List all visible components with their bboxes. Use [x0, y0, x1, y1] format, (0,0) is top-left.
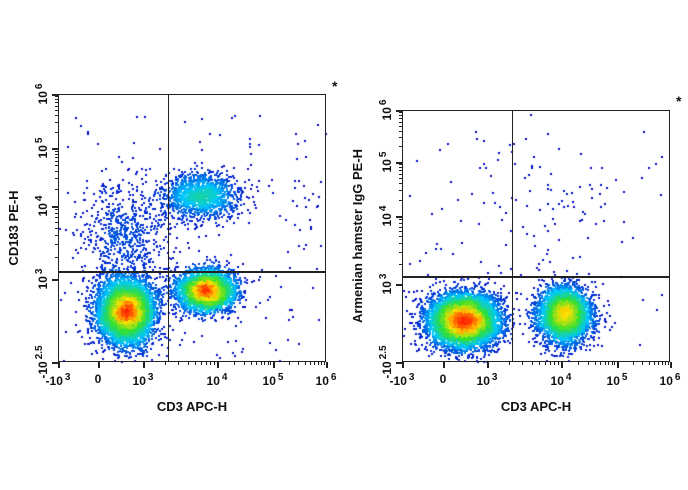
y-minor-tick: [399, 236, 402, 238]
y-tick-label: 105: [378, 152, 394, 173]
x-minor-tick: [642, 362, 644, 365]
tick-base: 10: [476, 374, 490, 388]
x-major-tick: [402, 362, 404, 368]
y-minor-tick: [399, 130, 402, 132]
y-minor-tick: [399, 173, 402, 175]
tick-exponent: 2.5: [378, 345, 389, 360]
x-major-tick: [617, 362, 619, 368]
x-minor-tick: [658, 362, 660, 365]
y-major-tick: [396, 216, 402, 218]
x-minor-tick: [648, 362, 650, 365]
y-tick-label: 104: [378, 206, 394, 227]
y-minor-tick: [399, 121, 402, 123]
tick-exponent: 6: [378, 99, 389, 106]
plot-frame: [402, 110, 670, 362]
y-major-tick: [396, 362, 402, 364]
tick-base: 10: [550, 374, 564, 388]
x-minor-tick: [611, 362, 613, 365]
tick-exponent: 4: [378, 205, 389, 212]
y-tick-label: -102.5: [378, 345, 394, 378]
y-minor-tick: [399, 125, 402, 127]
y-minor-tick: [399, 190, 402, 192]
y-minor-tick: [399, 243, 402, 245]
tick-exponent: 3: [378, 273, 389, 280]
y-minor-tick: [399, 118, 402, 120]
y-minor-tick: [399, 167, 402, 169]
y-minor-tick: [399, 183, 402, 185]
x-minor-tick: [664, 362, 666, 365]
y-minor-tick: [399, 137, 402, 139]
y-major-tick: [396, 284, 402, 286]
tick-exponent: 4: [565, 372, 572, 383]
y-minor-tick: [399, 263, 402, 265]
y-minor-tick: [399, 164, 402, 166]
x-minor-tick: [553, 362, 555, 365]
x-minor-tick: [654, 362, 656, 365]
x-minor-tick: [557, 362, 559, 365]
x-minor-tick: [632, 362, 634, 365]
tick-base: 10: [380, 107, 394, 121]
y-minor-tick: [399, 219, 402, 221]
corner-mark: *: [676, 93, 682, 109]
y-tick-label: 106: [378, 100, 394, 121]
y-axis-label: Armenian hamster IgG PE-H: [350, 148, 365, 324]
y-minor-tick: [399, 199, 402, 201]
x-minor-tick: [594, 362, 596, 365]
x-minor-tick: [522, 362, 524, 365]
y-minor-tick: [399, 146, 402, 148]
x-axis-label: CD3 APC-H: [500, 399, 572, 414]
quadrant-gate-vertical[interactable]: [511, 110, 514, 362]
x-tick-label: 0: [440, 372, 447, 386]
x-major-tick: [561, 362, 563, 368]
tick-base: 10: [380, 159, 394, 173]
tick-base: 10: [606, 374, 620, 388]
x-minor-tick: [667, 362, 669, 365]
x-minor-tick: [608, 362, 610, 365]
y-minor-tick: [399, 112, 402, 114]
quadrant-gate-horizontal[interactable]: [402, 276, 670, 278]
x-minor-tick: [509, 362, 511, 365]
tick-exponent: 5: [621, 372, 628, 383]
tick-exponent: 3: [408, 372, 415, 383]
y-minor-tick: [399, 115, 402, 117]
tick-base: 0: [439, 372, 447, 386]
tick-base: 10: [380, 213, 394, 227]
x-minor-tick: [604, 362, 606, 365]
tick-exponent: 6: [674, 372, 681, 383]
y-major-tick: [396, 110, 402, 112]
x-minor-tick: [661, 362, 663, 365]
y-minor-tick: [399, 222, 402, 224]
y-minor-tick: [399, 251, 402, 253]
x-major-tick: [670, 362, 672, 368]
tick-base: -10: [380, 361, 394, 379]
y-major-tick: [396, 162, 402, 164]
x-minor-tick: [538, 362, 540, 365]
tick-base: -10: [389, 374, 407, 388]
y-tick-label: 103: [378, 274, 394, 295]
y-minor-tick: [399, 226, 402, 228]
y-minor-tick: [399, 178, 402, 180]
x-minor-tick: [600, 362, 602, 365]
x-minor-tick: [544, 362, 546, 365]
y-minor-tick: [399, 231, 402, 233]
tick-exponent: 3: [491, 372, 498, 383]
x-minor-tick: [531, 362, 533, 365]
y-minor-tick: [399, 170, 402, 172]
tick-base: 10: [659, 374, 673, 388]
x-minor-tick: [587, 362, 589, 365]
tick-exponent: 5: [378, 151, 389, 158]
x-major-tick: [443, 362, 445, 368]
x-minor-tick: [549, 362, 551, 365]
x-minor-tick: [577, 362, 579, 365]
x-major-tick: [487, 362, 489, 368]
tick-base: 10: [380, 281, 394, 295]
x-minor-tick: [614, 362, 616, 365]
